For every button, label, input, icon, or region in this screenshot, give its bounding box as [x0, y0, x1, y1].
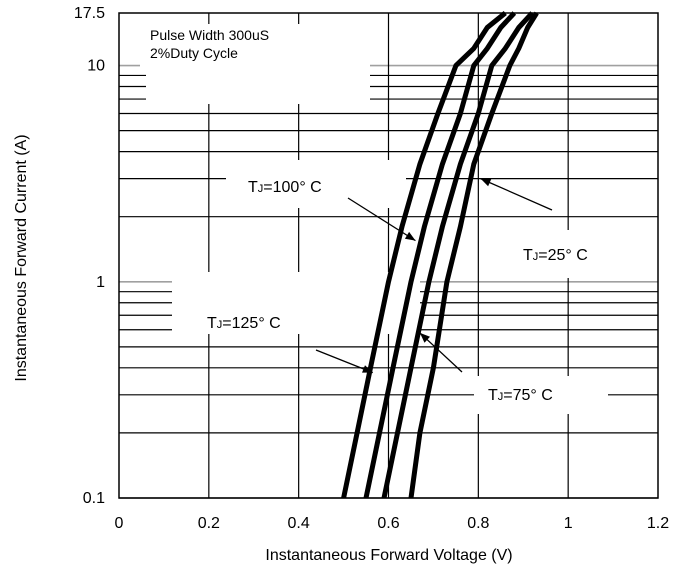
annotation-arrow-2	[480, 178, 553, 211]
x-tick-label: 0.8	[467, 515, 489, 532]
y-tick-label: 10	[87, 58, 105, 75]
annotation-arrowhead-2	[480, 178, 492, 187]
annotation-label-3: TJ=125° C	[207, 315, 281, 332]
x-tick-label: 0.6	[377, 515, 399, 532]
series-line-2	[363, 11, 517, 499]
y-tick-label: 0.1	[83, 490, 105, 507]
series-line-1	[341, 11, 507, 499]
y-tick-label: 1	[96, 274, 105, 291]
x-axis-title: Instantaneous Forward Voltage (V)	[265, 547, 512, 564]
chart-annotations: TJ=100° C TJ=25° C TJ=125° C TJ=75° C	[207, 178, 588, 404]
note-line-2: 2%Duty Cycle	[150, 45, 238, 61]
label-background	[226, 160, 406, 208]
chart-axes: 0 0.2 0.4 0.6 0.8 1 1.2 0.1 1 10 17.5	[74, 5, 669, 532]
chart-note: Pulse Width 300uS 2%Duty Cycle	[140, 24, 320, 68]
x-tick-label: 0.2	[198, 515, 220, 532]
series-line-3	[381, 11, 535, 499]
x-tick-label: 1	[564, 515, 573, 532]
note-line-1: Pulse Width 300uS	[150, 27, 269, 43]
annotation-arrow-1	[347, 197, 416, 242]
series-line-4	[408, 11, 539, 499]
annotation-arrow-3	[315, 349, 374, 374]
annotation-label-1: TJ=100° C	[248, 179, 322, 196]
label-background	[493, 230, 633, 278]
plot-frame	[118, 12, 659, 499]
y-axis-title: Instantaneous Forward Current (A)	[13, 134, 30, 381]
annotation-label-4: TJ=75° C	[488, 387, 553, 404]
annotation-arrowhead-4	[419, 332, 430, 343]
y-tick-label: 17.5	[74, 5, 105, 22]
annotation-label-2: TJ=25° C	[523, 247, 588, 264]
x-tick-label: 0.4	[288, 515, 310, 532]
x-tick-label: 1.2	[647, 515, 669, 532]
label-background	[474, 376, 608, 414]
annotation-arrowhead-1	[404, 231, 416, 241]
chart-curves	[341, 11, 539, 499]
x-tick-label: 0	[115, 515, 124, 532]
annotation-arrowhead-3	[362, 365, 373, 373]
